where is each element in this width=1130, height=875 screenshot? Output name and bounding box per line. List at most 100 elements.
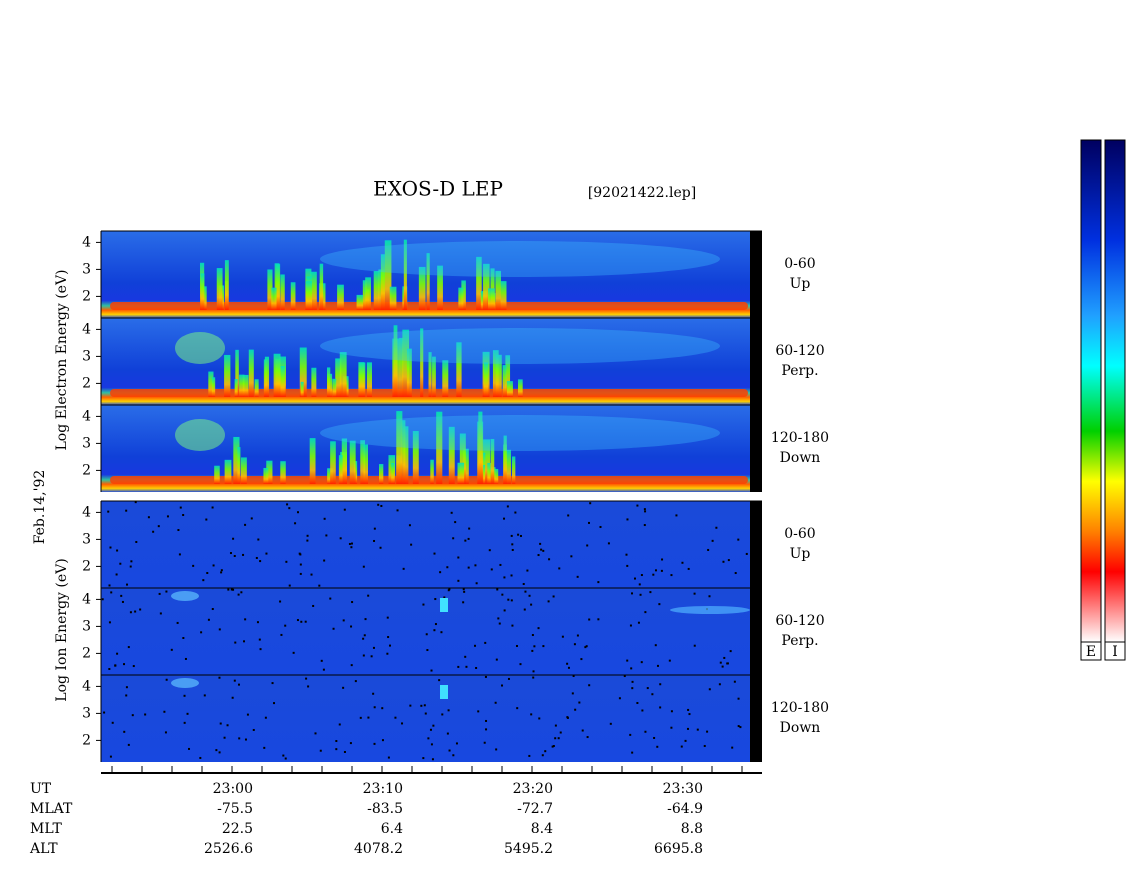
- noise: [300, 620, 303, 623]
- row-value: 2526.6: [204, 841, 253, 857]
- y-tick-label: 3: [82, 705, 91, 721]
- noise: [294, 522, 297, 525]
- spectral-spike: [430, 459, 434, 484]
- feature: [670, 606, 750, 614]
- row-value: -83.5: [367, 801, 403, 817]
- spectral-spike: [290, 282, 296, 310]
- spectral-spike: [311, 367, 317, 397]
- noise: [350, 542, 353, 545]
- spectral-spike: [490, 438, 495, 484]
- noise: [566, 662, 569, 665]
- noise: [488, 549, 491, 552]
- noise: [528, 754, 531, 757]
- noise: [452, 537, 455, 540]
- noise: [380, 504, 383, 507]
- noise: [434, 598, 437, 601]
- y-tick-label: 4: [82, 321, 91, 337]
- noise: [463, 590, 466, 593]
- noise: [573, 643, 576, 646]
- noise: [503, 609, 506, 612]
- noise: [654, 644, 657, 647]
- pitch-angle: 120-180: [771, 700, 829, 716]
- noise: [307, 685, 310, 688]
- noise: [279, 600, 282, 603]
- spectral-spike: [239, 374, 245, 397]
- noise: [523, 608, 526, 611]
- noise: [530, 713, 533, 716]
- spectral-spike: [327, 468, 333, 484]
- noise: [244, 738, 247, 741]
- spectral-spike: [448, 426, 455, 484]
- y-tick-label: 2: [82, 645, 91, 661]
- y-tick-label: 3: [82, 531, 91, 547]
- noise: [179, 506, 182, 509]
- noise: [306, 534, 309, 537]
- noise: [223, 736, 226, 739]
- noise: [292, 651, 295, 654]
- noise: [475, 666, 478, 669]
- spectral-spike: [277, 366, 285, 397]
- noise: [354, 680, 357, 683]
- spectral-spike: [214, 465, 220, 484]
- noise: [342, 686, 345, 689]
- y-tick-label: 3: [82, 261, 91, 277]
- noise: [528, 594, 531, 597]
- noise: [654, 569, 657, 572]
- noise: [362, 637, 365, 640]
- noise: [576, 575, 579, 578]
- noise: [510, 599, 513, 602]
- noise: [126, 583, 129, 586]
- noise: [570, 555, 573, 558]
- feature: [440, 598, 448, 612]
- noise: [144, 713, 147, 716]
- noise: [629, 733, 632, 736]
- noise: [343, 508, 346, 511]
- noise: [457, 556, 460, 559]
- y-tick-label: 2: [82, 375, 91, 391]
- noise: [182, 636, 185, 639]
- spectrogram-panel: [101, 675, 750, 762]
- noise: [552, 595, 555, 598]
- noise: [670, 726, 673, 729]
- noise: [237, 593, 240, 596]
- row-value: 4078.2: [354, 841, 403, 857]
- noise: [159, 612, 162, 615]
- row-value: 5495.2: [504, 841, 553, 857]
- noise: [503, 576, 506, 579]
- noise: [557, 737, 560, 740]
- noise: [147, 516, 150, 519]
- noise: [440, 631, 443, 634]
- noise: [722, 560, 725, 563]
- noise: [250, 517, 253, 520]
- spectral-spike: [216, 268, 223, 310]
- noise: [607, 542, 610, 545]
- noise: [640, 661, 643, 664]
- noise: [547, 600, 550, 603]
- noise: [578, 701, 581, 704]
- noise: [452, 754, 455, 757]
- noise: [731, 746, 734, 749]
- noise: [323, 559, 326, 562]
- noise: [165, 590, 168, 593]
- noise: [420, 704, 423, 707]
- noise: [350, 664, 353, 667]
- colorbar-label: E: [1086, 644, 1096, 660]
- noise: [332, 627, 335, 630]
- noise: [372, 646, 375, 649]
- noise: [659, 683, 662, 686]
- noise: [581, 729, 584, 732]
- noise: [625, 553, 628, 556]
- noise: [125, 694, 128, 697]
- cloud: [320, 241, 720, 277]
- noise: [188, 747, 191, 750]
- y-tick-label: 2: [82, 288, 91, 304]
- noise: [626, 564, 629, 567]
- noise: [296, 511, 299, 514]
- noise: [496, 588, 499, 591]
- noise: [306, 539, 309, 542]
- noise: [574, 708, 577, 711]
- noise: [443, 596, 446, 599]
- spectral-spike: [332, 378, 337, 397]
- noise: [631, 751, 634, 754]
